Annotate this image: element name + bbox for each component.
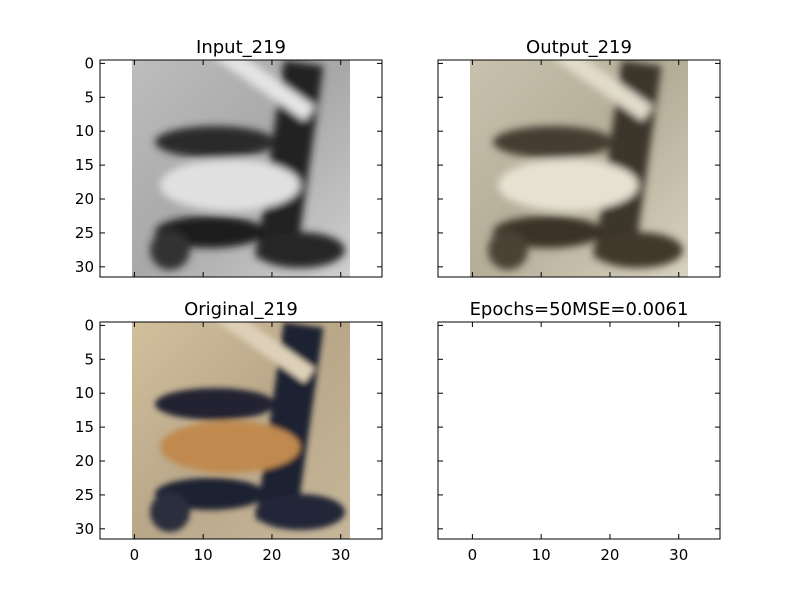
subplot-empty: 0 10 20 30 Epochs=50MSE=0.0061 bbox=[437, 299, 721, 564]
subplot-title-output: Output_219 bbox=[526, 37, 632, 58]
x-tick-label-empty: 0 bbox=[468, 546, 478, 564]
original-image bbox=[132, 322, 350, 539]
subplot-title-input: Input_219 bbox=[196, 37, 286, 58]
y-tick-label-original: 0 bbox=[84, 316, 94, 334]
y-tick-label-original: 30 bbox=[75, 520, 94, 538]
y-tick-label-input: 20 bbox=[75, 190, 94, 208]
y-tick-label-input: 5 bbox=[84, 88, 94, 106]
x-tick-label-original: 20 bbox=[262, 546, 281, 564]
y-tick-label-input: 0 bbox=[84, 54, 94, 72]
subplot-title-original: Original_219 bbox=[184, 299, 298, 320]
x-tick-label-empty: 30 bbox=[669, 546, 688, 564]
axes-frame-output bbox=[437, 59, 721, 278]
y-tick-label-input: 10 bbox=[75, 122, 94, 140]
y-tick-label-original: 5 bbox=[84, 350, 94, 368]
axes-frame-empty bbox=[437, 321, 721, 540]
x-tick-label-original: 10 bbox=[194, 546, 213, 564]
input-image bbox=[132, 60, 350, 277]
output-image bbox=[470, 60, 688, 277]
y-tick-label-original: 10 bbox=[75, 384, 94, 402]
subplot-output: Output_219 bbox=[437, 37, 721, 278]
y-tick-label-input: 30 bbox=[75, 258, 94, 276]
y-tick-label-original: 15 bbox=[75, 418, 94, 436]
axes-frame-original bbox=[99, 321, 383, 540]
x-tick-label-empty: 10 bbox=[532, 546, 551, 564]
subplot-title-empty: Epochs=50MSE=0.0061 bbox=[470, 299, 689, 320]
y-tick-label-original: 25 bbox=[75, 486, 94, 504]
axes-frame-input bbox=[99, 59, 383, 278]
y-tick-label-input: 25 bbox=[75, 224, 94, 242]
y-tick-label-original: 20 bbox=[75, 452, 94, 470]
x-tick-label-empty: 20 bbox=[600, 546, 619, 564]
subplot-original: 0 10 20 30 0 5 10 15 20 25 30 Original_219 bbox=[75, 299, 383, 564]
subplot-input: 0 5 10 15 20 25 30 Input_219 bbox=[75, 37, 383, 278]
y-tick-label-input: 15 bbox=[75, 156, 94, 174]
x-tick-label-original: 30 bbox=[331, 546, 350, 564]
x-tick-label-original: 0 bbox=[130, 546, 140, 564]
